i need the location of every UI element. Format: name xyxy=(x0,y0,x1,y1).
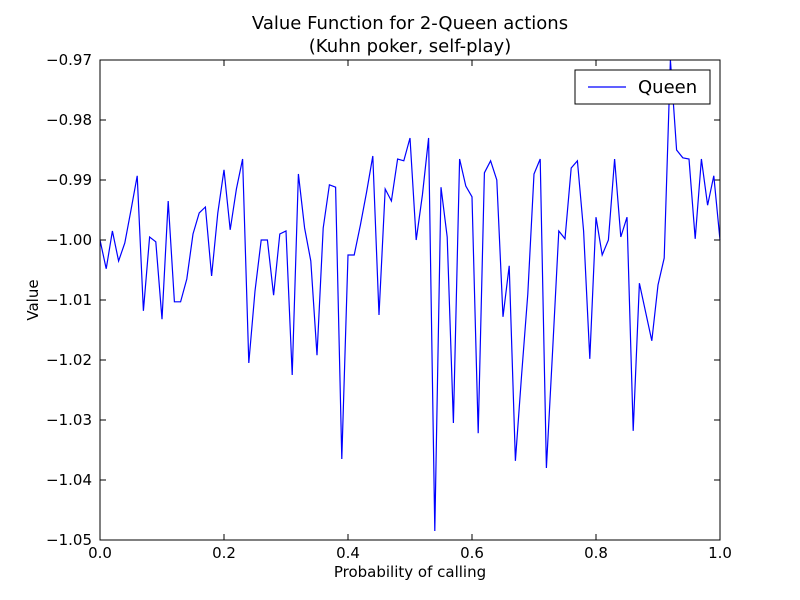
x-axis-label: Probability of calling xyxy=(334,563,486,581)
y-tick-label: −0.99 xyxy=(46,171,92,189)
y-axis-label: Value xyxy=(24,279,42,320)
legend-entry-queen: Queen xyxy=(638,77,697,98)
x-tick-label: 0.2 xyxy=(212,544,236,562)
x-tick-label: 0.6 xyxy=(460,544,484,562)
y-tick-label: −1.00 xyxy=(46,231,92,249)
y-tick-label: −0.98 xyxy=(46,111,92,129)
y-tick-label: −0.97 xyxy=(46,51,92,69)
chart-subtitle: (Kuhn poker, self-play) xyxy=(309,36,511,57)
y-tick-label: −1.02 xyxy=(46,351,92,369)
x-axis: 0.0 0.2 0.4 0.6 0.8 1.0 xyxy=(88,60,732,562)
y-tick-label: −1.04 xyxy=(46,471,92,489)
y-tick-label: −1.01 xyxy=(46,291,92,309)
plot-frame xyxy=(99,59,721,541)
x-tick-label: 0.4 xyxy=(336,544,360,562)
chart-title: Value Function for 2-Queen actions xyxy=(252,13,568,34)
series-line-queen xyxy=(99,59,721,532)
y-tick-label: −1.03 xyxy=(46,411,92,429)
legend: Queen xyxy=(574,69,711,105)
x-tick-label: 1.0 xyxy=(708,544,732,562)
x-tick-label: 0.8 xyxy=(584,544,608,562)
y-tick-label: −1.05 xyxy=(46,531,92,549)
y-axis: −0.97 −0.98 −0.99 −1.00 −1.01 −1.02 −1.03 −1.04… xyxy=(46,51,720,549)
x-tick-label: 0.0 xyxy=(88,544,112,562)
